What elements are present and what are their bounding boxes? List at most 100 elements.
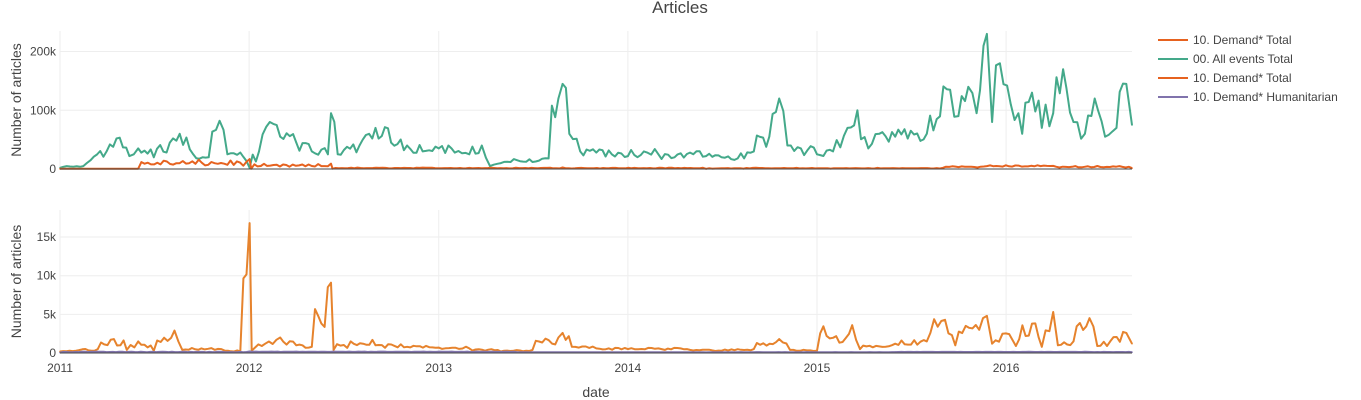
data-point [311,150,313,153]
data-point [239,151,242,154]
y-tick-label: 15k [37,230,57,244]
data-point [816,153,818,156]
data-point [1021,132,1023,135]
series-line [59,222,1133,353]
data-point [178,132,181,135]
data-point [531,161,534,163]
y-tick-label: 10k [37,269,57,283]
data-point [894,135,897,138]
data-point [468,347,471,350]
legend-label: 10. Demand* Total [1193,71,1292,85]
data-point [720,156,723,159]
legend: 10. Demand* Total 00. All events Total 10.… [1158,33,1338,104]
data-point [571,346,573,348]
data-point [689,349,691,351]
data-point [949,88,951,91]
data-point [1125,332,1128,334]
data-point [406,346,408,348]
series-line [59,32,1133,169]
data-point [1072,121,1075,123]
data-point [248,158,251,160]
data-point [909,130,912,132]
data-point [531,349,534,351]
data-point [867,147,870,150]
y-tick-label: 100k [30,103,57,117]
data-point [957,115,960,117]
data-point [421,150,424,153]
data-point [258,150,260,153]
data-point [856,109,859,112]
y-axis-title: Number of articles [8,43,24,157]
data-point [181,349,184,351]
data-point [1001,332,1004,335]
data-point [1009,103,1012,106]
data-point [1084,132,1086,135]
data-point [894,351,897,353]
data-point [557,336,560,339]
data-point [954,344,957,347]
x-tick-label: 2015 [804,361,831,375]
x-tick-label: 2013 [425,361,452,375]
data-point [859,348,861,350]
data-point [975,112,978,115]
data-point [1052,165,1055,167]
data-point [1131,124,1133,126]
data-point [778,338,780,340]
data-point [547,157,550,160]
data-point [627,348,629,350]
data-point [557,97,560,100]
data-point [358,144,361,147]
x-tick-label: 2012 [236,361,263,375]
data-point [374,127,377,129]
data-point [330,162,332,165]
y-axis-title: Number of articles [8,225,24,339]
data-point [1031,91,1033,94]
x-tick-label: 2014 [615,361,642,375]
data-point [374,344,377,347]
data-point [768,135,771,138]
data-point [437,147,440,150]
data-point [349,340,352,343]
data-point [226,153,229,156]
data-point [468,153,471,156]
data-point [627,155,629,157]
data-point [390,141,392,144]
data-point [561,83,564,85]
data-point [1062,68,1064,70]
data-point [105,150,108,153]
x-tick-label: 2011 [47,361,73,375]
data-point [500,162,502,164]
data-point [894,342,897,345]
data-point [611,153,613,156]
data-point [1104,135,1106,138]
data-point [999,62,1001,65]
data-point [480,144,483,147]
data-point [89,159,92,161]
data-point [1072,340,1075,343]
data-point [789,349,791,351]
data-point [689,151,691,154]
data-point [330,112,332,115]
data-point [736,157,739,160]
data-point [115,137,118,140]
data-point [1015,345,1017,347]
data-point [595,151,598,154]
data-point [778,97,780,100]
data-point [1041,127,1043,129]
data-point [657,347,660,350]
y-tick-label: 200k [30,45,57,59]
data-point [192,153,194,156]
data-point [82,165,85,167]
y-tick-label: 0 [49,162,56,176]
data-point [643,150,645,153]
data-point [200,347,203,350]
data-point [1084,351,1086,353]
data-point [1031,322,1033,325]
data-point [295,344,298,347]
data-point [128,155,131,157]
data-point [561,332,564,334]
data-point [800,147,802,150]
data-point [173,329,176,332]
data-point [1096,345,1099,347]
data-point [1088,317,1091,320]
